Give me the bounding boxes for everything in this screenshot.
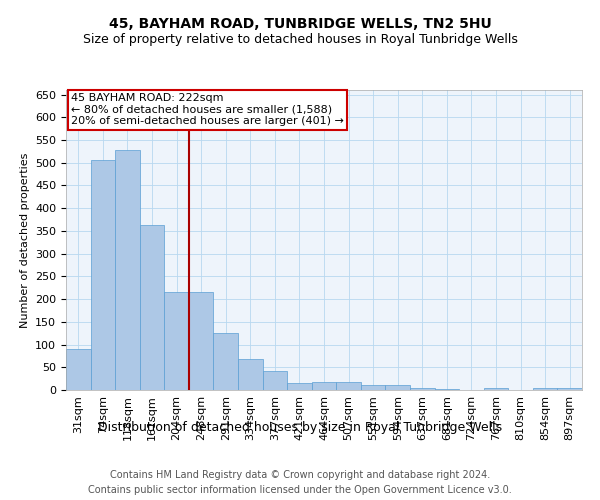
Bar <box>91 160 115 390</box>
Bar <box>557 388 582 390</box>
Bar <box>263 371 287 390</box>
Text: Size of property relative to detached houses in Royal Tunbridge Wells: Size of property relative to detached ho… <box>83 32 517 46</box>
Bar <box>164 292 189 390</box>
Text: Contains HM Land Registry data © Crown copyright and database right 2024.: Contains HM Land Registry data © Crown c… <box>110 470 490 480</box>
Bar <box>410 388 434 390</box>
Bar <box>533 388 557 390</box>
Bar <box>115 150 140 390</box>
Y-axis label: Number of detached properties: Number of detached properties <box>20 152 29 328</box>
Bar <box>312 382 336 390</box>
Text: 45, BAYHAM ROAD, TUNBRIDGE WELLS, TN2 5HU: 45, BAYHAM ROAD, TUNBRIDGE WELLS, TN2 5H… <box>109 18 491 32</box>
Bar <box>140 225 164 390</box>
Bar <box>336 382 361 390</box>
Text: Contains public sector information licensed under the Open Government Licence v3: Contains public sector information licen… <box>88 485 512 495</box>
Bar <box>214 333 238 390</box>
Bar <box>189 292 214 390</box>
Text: Distribution of detached houses by size in Royal Tunbridge Wells: Distribution of detached houses by size … <box>98 421 502 434</box>
Bar <box>287 383 312 390</box>
Bar <box>361 386 385 390</box>
Bar <box>66 349 91 390</box>
Bar <box>385 386 410 390</box>
Bar <box>434 389 459 390</box>
Bar <box>238 359 263 390</box>
Bar <box>484 388 508 390</box>
Text: 45 BAYHAM ROAD: 222sqm
← 80% of detached houses are smaller (1,588)
20% of semi-: 45 BAYHAM ROAD: 222sqm ← 80% of detached… <box>71 93 344 126</box>
